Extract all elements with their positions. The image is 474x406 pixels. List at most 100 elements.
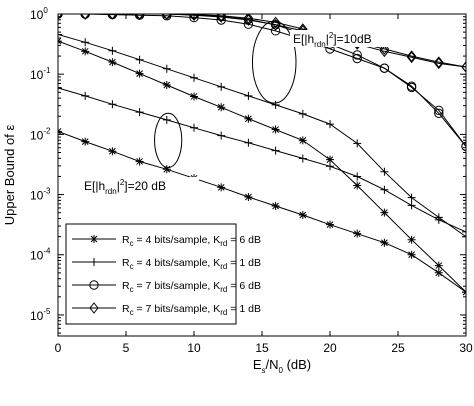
series-0-point-12 xyxy=(380,208,389,217)
series-5-point-6 xyxy=(217,131,226,140)
annotation-ellipse-lower xyxy=(154,112,183,168)
series-4-point-2 xyxy=(108,147,117,156)
series-5-point-14 xyxy=(434,215,443,224)
legend-marker-2 xyxy=(89,280,99,290)
series-0 xyxy=(58,37,466,297)
series-0-point-3 xyxy=(135,69,144,78)
series-7-point-2 xyxy=(107,14,118,20)
series-5-point-15 xyxy=(462,227,466,236)
legend-label-2: Rc = 7 bits/sample, Krd = 6 dB xyxy=(122,280,261,294)
x-tick-label-4: 20 xyxy=(323,341,337,355)
series-line-1 xyxy=(58,34,466,238)
series-4-point-14 xyxy=(434,268,443,277)
series-7-point-4 xyxy=(162,14,172,20)
series-line-4 xyxy=(58,130,466,293)
series-line-5 xyxy=(58,87,466,233)
series-4-point-1 xyxy=(81,137,90,146)
series-1-point-9 xyxy=(298,109,307,118)
series-7-point-3 xyxy=(134,14,145,20)
series-4-point-6 xyxy=(217,183,226,192)
series-0-point-2 xyxy=(108,58,117,67)
series-7-point-13 xyxy=(406,51,417,64)
y-tick-label-1: 10-1 xyxy=(30,66,51,82)
series-5-point-10 xyxy=(326,162,334,171)
series-5-point-5 xyxy=(190,123,198,132)
series-6-point-13 xyxy=(406,82,417,93)
series-0-point-11 xyxy=(353,181,362,190)
series-0-point-7 xyxy=(244,114,253,123)
series-2-point-5 xyxy=(189,14,199,23)
x-tick-label-6: 30 xyxy=(459,341,473,355)
legend-marker-3 xyxy=(89,302,99,314)
y-tick-label-0: 100 xyxy=(30,6,48,22)
series-1-point-7 xyxy=(244,91,253,100)
series-5 xyxy=(58,84,466,236)
axes-layer: 0 5 10 15 20 25 30 100 10-1 10-2 10-3 10-4 10-5 Es/N0… xyxy=(2,6,473,375)
series-1-point-10 xyxy=(326,120,334,129)
series-5-point-1 xyxy=(81,91,90,100)
series-3-point-13 xyxy=(406,50,417,62)
series-line-0 xyxy=(58,40,466,293)
series-1-point-6 xyxy=(217,82,226,91)
series-0-point-4 xyxy=(162,81,171,90)
series-7-point-5 xyxy=(189,14,199,21)
x-tick-label-5: 25 xyxy=(391,341,405,355)
annotation-ellipse-upper xyxy=(251,20,297,104)
y-tick-label-3: 10-3 xyxy=(30,187,51,203)
series-7-point-1 xyxy=(80,14,90,20)
series-5-point-11 xyxy=(353,172,362,181)
series-0-point-9 xyxy=(298,136,307,145)
x-tick-label-0: 0 xyxy=(55,341,62,355)
series-0-point-14 xyxy=(434,261,443,270)
y-tick-label-4: 10-4 xyxy=(30,247,51,263)
annotation-text-lower: E[|hrdn|2]=20 dB xyxy=(84,178,166,196)
series-3-point-14 xyxy=(434,56,444,68)
legend-marker-0 xyxy=(90,235,98,243)
annotation-layer: E[|hrdn|2]=10dB E[|hrdn|2]=20 dB xyxy=(81,20,408,196)
series-7-point-8 xyxy=(270,16,281,29)
series-0-point-13 xyxy=(407,235,416,244)
series-1-point-13 xyxy=(407,193,416,202)
series-4-point-11 xyxy=(353,229,362,238)
series-4-point-10 xyxy=(326,220,334,229)
series-line-7 xyxy=(58,14,466,68)
series-4-point-7 xyxy=(244,192,253,201)
series-6-point-8 xyxy=(270,20,281,30)
x-tick-label-2: 10 xyxy=(187,341,201,355)
annotation-text-upper: E[|hrdn|2]=10dB xyxy=(293,31,372,49)
series-4-point-4 xyxy=(162,165,171,174)
series-6-point-14 xyxy=(434,105,444,115)
series-1-point-2 xyxy=(108,46,117,55)
series-7-point-7 xyxy=(243,14,254,25)
series-5-point-12 xyxy=(380,185,389,194)
series-6-point-12 xyxy=(379,63,390,73)
series-2-point-11 xyxy=(352,53,362,64)
series-4-point-13 xyxy=(407,250,416,259)
series-1-point-3 xyxy=(135,55,144,64)
series-1-point-5 xyxy=(190,73,198,82)
series-1-point-12 xyxy=(380,167,389,176)
y-tick-label-5: 10-5 xyxy=(30,307,51,323)
legend-label-3: Rc = 7 bits/sample, Krd = 1 dB xyxy=(122,303,261,317)
series-7-point-14 xyxy=(434,57,444,70)
series-5-point-8 xyxy=(271,146,280,155)
x-tick-label-3: 15 xyxy=(255,341,269,355)
x-tick-label-1: 5 xyxy=(123,341,130,355)
series-1-point-0 xyxy=(58,30,62,39)
series-4-point-9 xyxy=(298,211,307,220)
legend-label-0: Rc = 4 bits/sample, Krd = 6 dB xyxy=(122,234,261,248)
series-line-6 xyxy=(58,14,466,147)
y-tick-label-2: 10-2 xyxy=(30,126,51,142)
legend-label-1: Rc = 4 bits/sample, Krd = 1 dB xyxy=(122,257,261,271)
series-5-point-2 xyxy=(108,100,117,109)
series-5-point-7 xyxy=(244,138,253,147)
y-axis-title: Upper Bound of ε xyxy=(2,125,17,226)
series-5-point-13 xyxy=(407,201,416,210)
series-2-point-14 xyxy=(434,108,444,119)
series-1 xyxy=(58,30,466,241)
series-5-point-9 xyxy=(298,154,307,163)
x-axis-title: Es/N0 (dB) xyxy=(253,357,311,375)
series-5-point-3 xyxy=(135,108,144,117)
annotation-bg-lower xyxy=(81,177,199,194)
series-3-point-12 xyxy=(379,43,390,55)
